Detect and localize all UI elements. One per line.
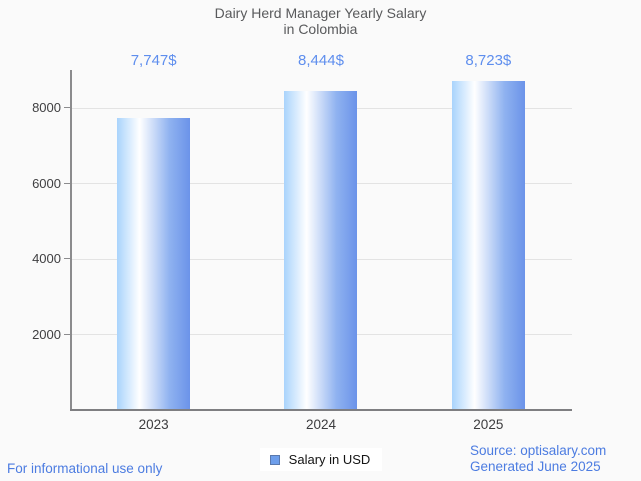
y-tick-label-2000: 2000 — [32, 326, 61, 342]
bar-slot-2025 — [405, 70, 572, 410]
legend-item: Salary in USD — [259, 448, 383, 471]
bars-container — [70, 70, 572, 410]
y-tick-label-6000: 6000 — [32, 175, 61, 191]
source-text: Source: optisalary.com — [470, 443, 607, 458]
legend: Salary in USD — [70, 448, 572, 471]
page-title: Dairy Herd Manager Yearly Salary in Colo… — [214, 5, 427, 37]
y-axis-line — [70, 70, 72, 410]
legend-label: Salary in USD — [288, 452, 371, 467]
value-labels-row: 7,747$ 8,444$ 8,723$ — [70, 52, 572, 69]
x-label-2024: 2024 — [305, 417, 337, 432]
x-axis-labels: 2023 2024 2025 — [70, 417, 572, 432]
source-block: Source: optisalary.com Generated June 20… — [470, 443, 606, 474]
generated-text: Generated June 2025 — [470, 458, 601, 474]
x-axis-line — [70, 409, 572, 411]
value-label-2025: 8,723$ — [465, 52, 512, 69]
disclaimer-text: For informational use only — [7, 461, 163, 476]
y-tick-8000 — [64, 107, 70, 108]
bar-2025 — [451, 81, 525, 410]
bar-2023 — [117, 118, 191, 410]
value-label-2023: 7,747$ — [130, 52, 177, 69]
legend-marker-icon — [269, 454, 280, 465]
y-tick-2000 — [64, 333, 70, 335]
plot-area: 2000 4000 6000 8000 — [32, 70, 572, 411]
bar-slot-2024 — [237, 70, 404, 410]
bar-2024 — [284, 91, 358, 410]
y-tick-label-8000: 8000 — [32, 100, 61, 115]
y-tick-label-4000: 4000 — [32, 251, 61, 266]
x-label-2023: 2023 — [138, 417, 169, 432]
y-tick-4000 — [64, 258, 70, 259]
x-label-2025: 2025 — [473, 417, 504, 432]
y-tick-6000 — [64, 182, 70, 184]
bar-slot-2023 — [70, 70, 237, 410]
value-label-2024: 8,444$ — [298, 52, 344, 69]
